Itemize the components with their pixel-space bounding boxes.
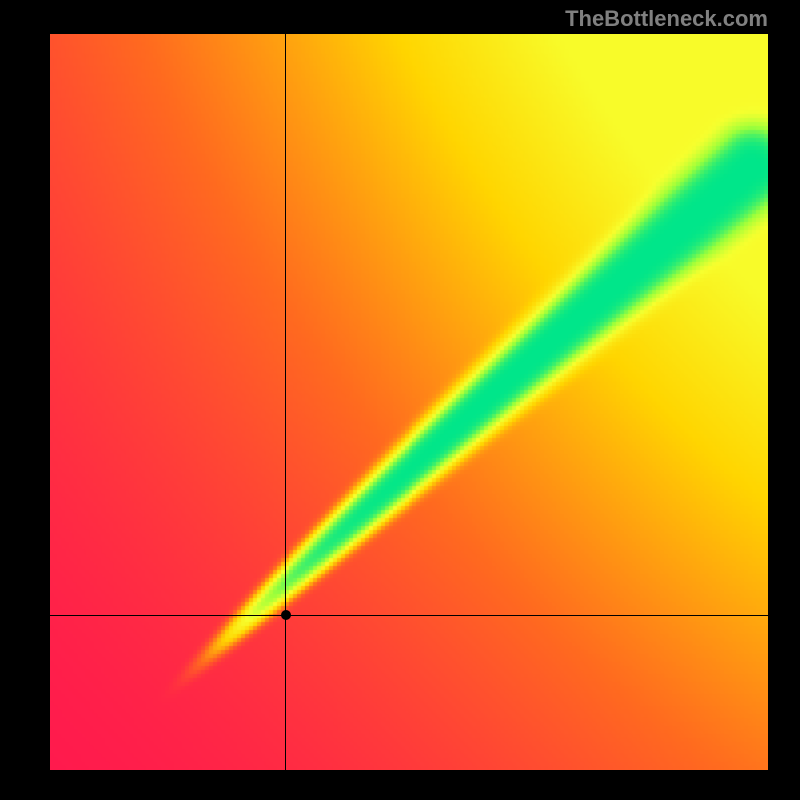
- crosshair-horizontal: [50, 615, 768, 616]
- crosshair-marker: [281, 610, 291, 620]
- bottleneck-heatmap: [50, 34, 768, 770]
- watermark-text: TheBottleneck.com: [565, 6, 768, 32]
- chart-container: TheBottleneck.com: [0, 0, 800, 800]
- crosshair-vertical: [285, 34, 286, 770]
